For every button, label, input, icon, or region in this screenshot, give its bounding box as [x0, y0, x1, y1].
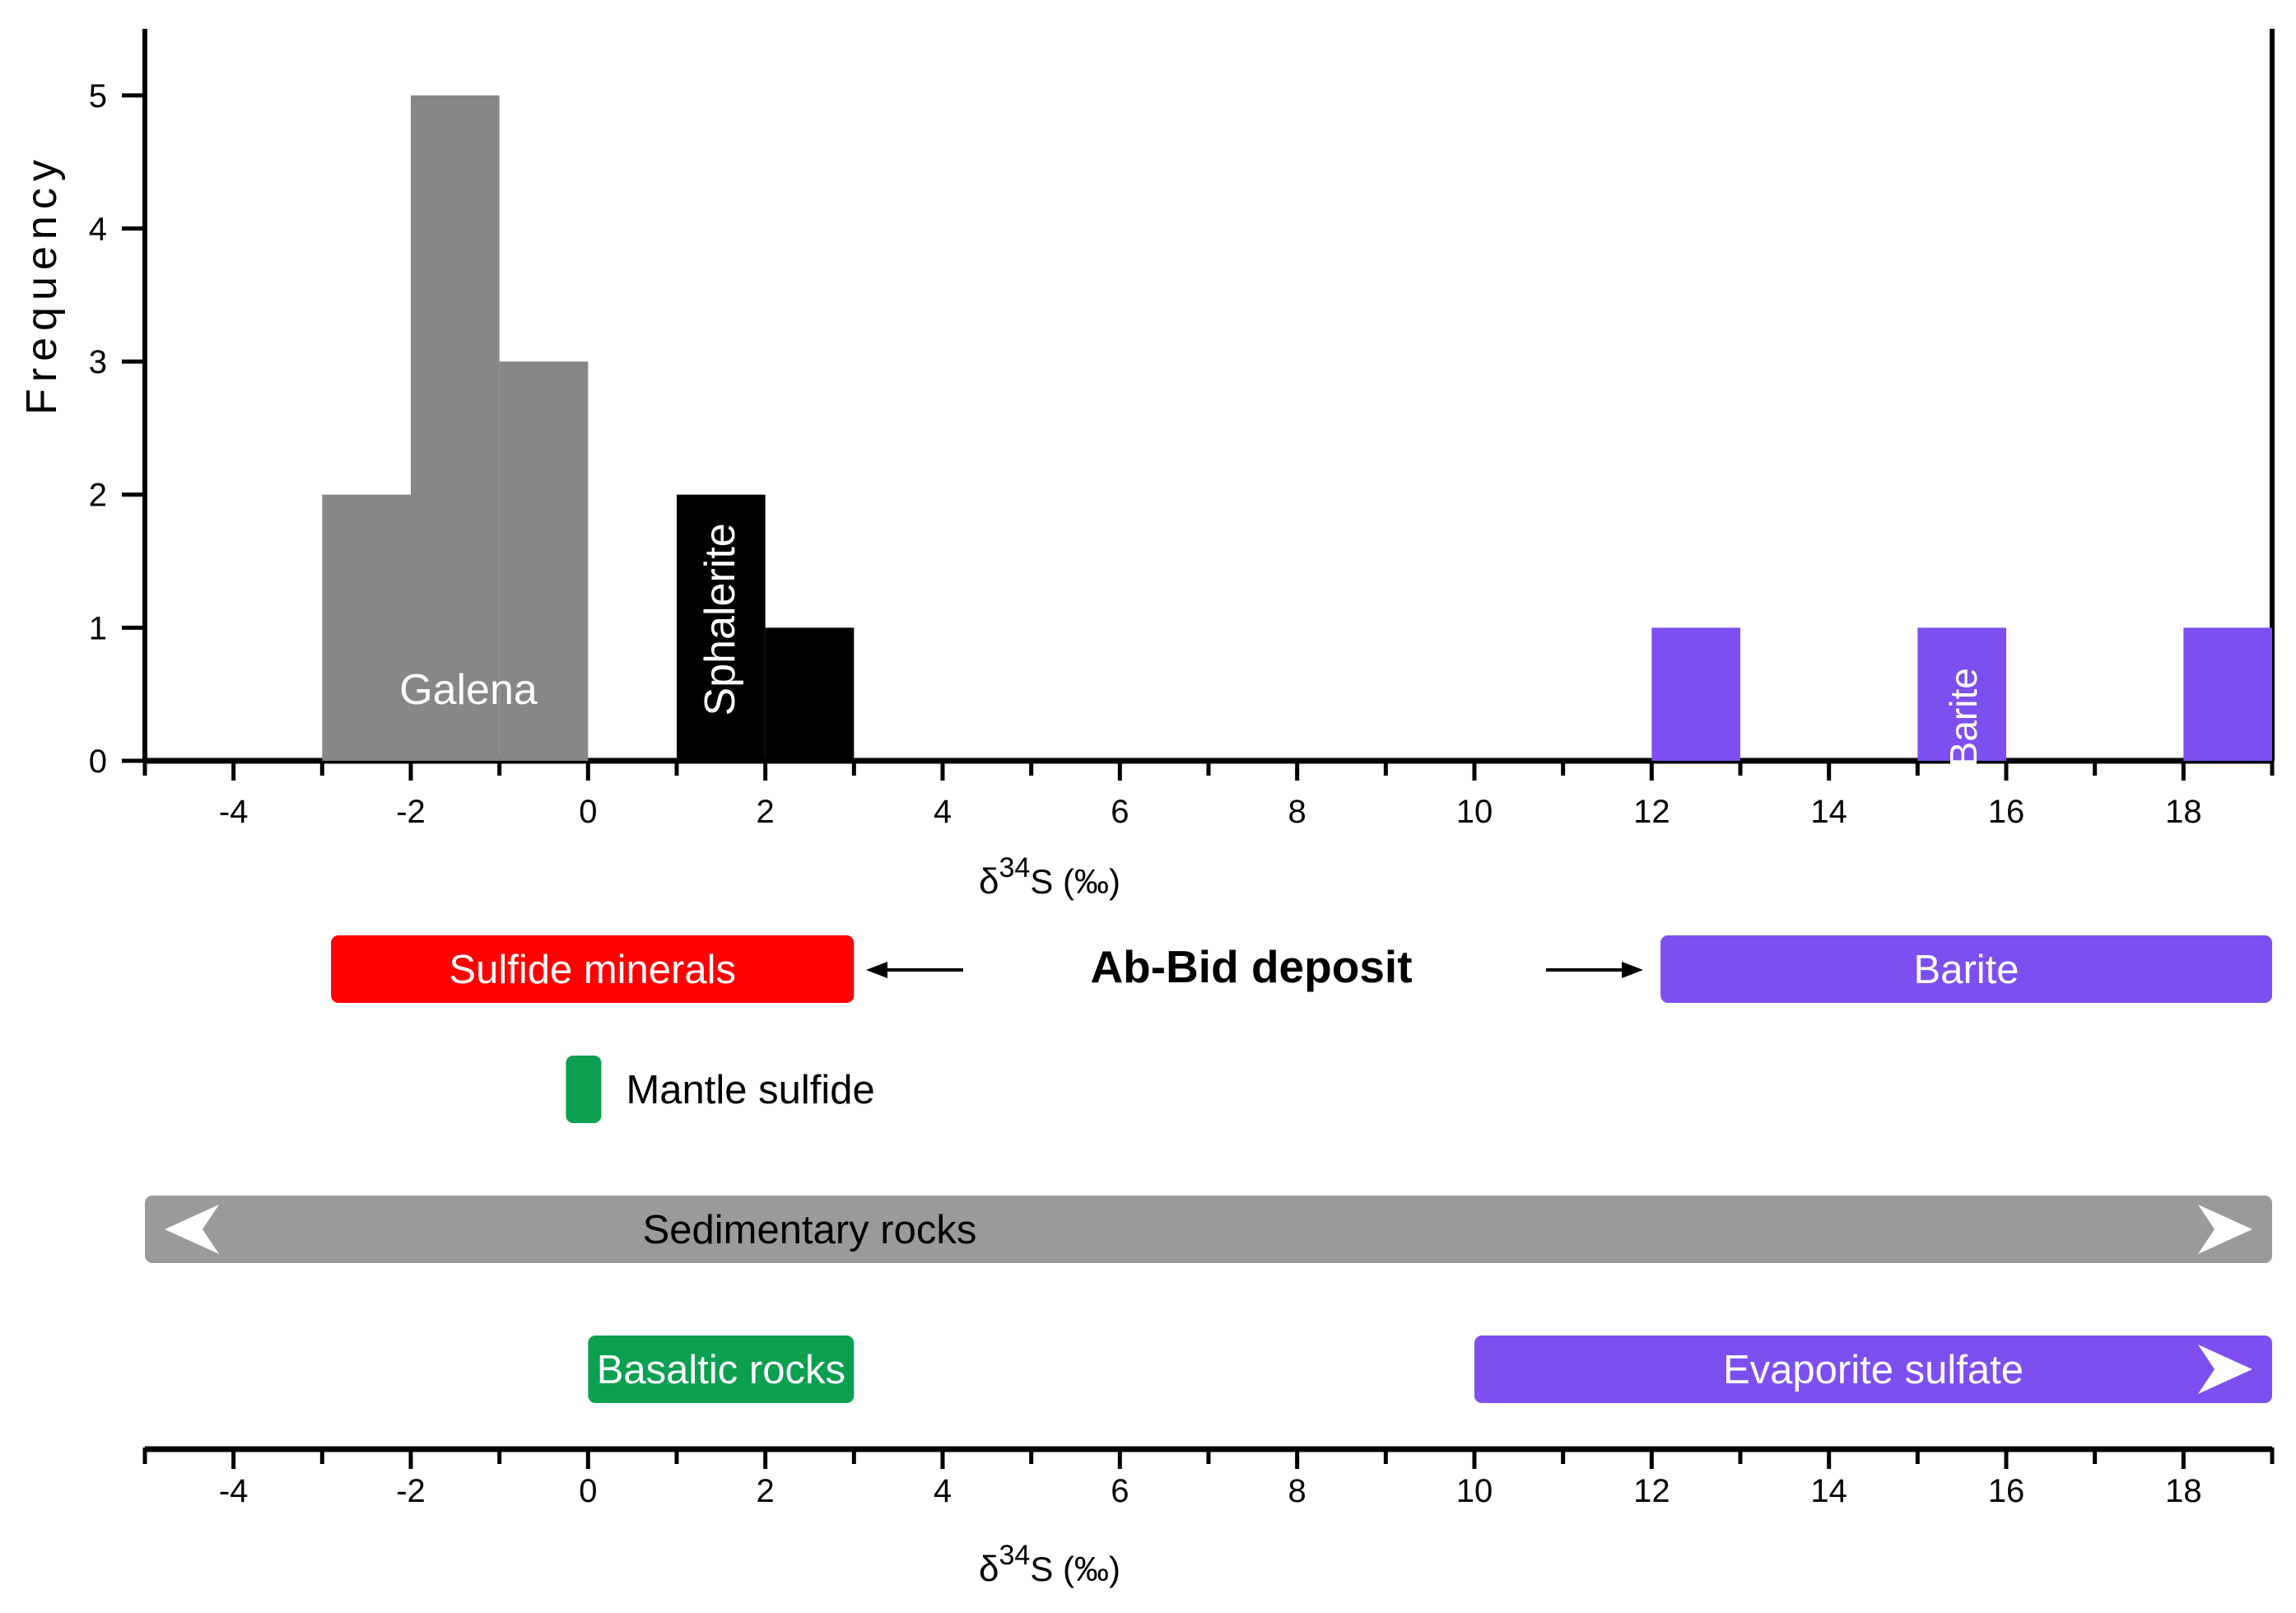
range-label-evaporite-sulfate: Evaporite sulfate: [1723, 1348, 2024, 1392]
x-top-tick-label: 4: [934, 794, 952, 830]
x-title-bottom-tail: S (‰): [1030, 1550, 1120, 1588]
bar-barite: [1651, 627, 1740, 761]
right-arrow: [1546, 962, 1643, 978]
x-top-tick-label: 18: [2165, 794, 2202, 830]
bar-label-barite: Barite: [1942, 668, 1985, 767]
x-top-tick-label: 6: [1111, 794, 1129, 830]
x-bottom-tick-label: 14: [1810, 1473, 1847, 1509]
range-bar-sedimentary-rocks: [145, 1196, 2272, 1263]
x-title-top-sup: 34: [999, 852, 1031, 883]
range-label-basaltic-rocks: Basaltic rocks: [597, 1348, 845, 1392]
x-top-tick-label: 8: [1288, 794, 1306, 830]
x-title-top-delta: δ: [979, 861, 999, 902]
range-arrow-right-evaporite-sulfate: [2198, 1345, 2252, 1394]
x-ticks-top: -4 -2 0 2 4 6 8 10 12 14 16 18: [142, 759, 2275, 830]
bar-galena: [499, 361, 589, 761]
range-label-mantle-sulfide: Mantle sulfide: [626, 1068, 874, 1112]
bar-galena: [411, 95, 500, 762]
x-bottom-tick-label: 6: [1111, 1473, 1129, 1509]
x-bottom-tick-label: 8: [1288, 1473, 1306, 1509]
y-tick-label: 5: [89, 78, 107, 114]
bar-label-sphalerite: Sphalerite: [696, 523, 744, 716]
x-axis-title-top: δ34S (‰): [979, 852, 1120, 902]
deposit-label: Ab-Bid deposit: [1090, 941, 1412, 992]
bar-sphalerite: [765, 627, 855, 761]
x-top-tick-label: -2: [396, 794, 426, 830]
bar-barite: [1917, 627, 2006, 761]
y-tick-label: 4: [89, 211, 107, 247]
y-tick-label: 0: [89, 744, 107, 780]
x-bottom-tick-label: -4: [219, 1473, 249, 1509]
x-top-tick-label: 14: [1810, 794, 1847, 830]
bar-barite: [2183, 627, 2272, 761]
y-tick-label: 1: [89, 610, 107, 646]
range-bar-mantle-sulfide: [566, 1056, 602, 1123]
range-label-barite: Barite: [1914, 948, 2019, 992]
x-ticks-bottom: -4 -2 0 2 4 6 8 10 12 14 16 18: [142, 1448, 2275, 1509]
reference-ranges: Sulfide minerals Barite Mantle sulfide Sedi…: [145, 935, 2272, 1403]
range-label-sedimentary-rocks: Sedimentary rocks: [643, 1208, 977, 1252]
range-bar-evaporite-sulfate: [1474, 1336, 2272, 1403]
x-top-tick-label: -4: [219, 794, 249, 830]
x-axis-title-bottom: δ34S (‰): [979, 1540, 1120, 1589]
x-title-bottom-delta: δ: [979, 1549, 999, 1589]
x-bottom-tick-label: 16: [1988, 1473, 2025, 1509]
y-tick-label: 2: [89, 478, 107, 514]
x-bottom-tick-label: 2: [757, 1473, 775, 1509]
y-axis-title: Frequency: [18, 153, 66, 415]
x-title-top-tail: S (‰): [1030, 862, 1120, 901]
histogram-bars: Galena Sphalerite Barite: [322, 95, 2272, 767]
range-arrow-right-sedimentary-rocks: [2198, 1205, 2252, 1254]
range-arrow-left-sedimentary-rocks: [165, 1205, 219, 1254]
bar-label-galena: Galena: [399, 666, 538, 714]
range-label-sulfide-minerals: Sulfide minerals: [449, 948, 736, 992]
y-tick-label: 3: [89, 344, 107, 380]
x-top-tick-label: 12: [1633, 794, 1670, 830]
x-bottom-tick-label: 4: [934, 1473, 952, 1509]
bar-galena: [322, 494, 411, 761]
bar-sphalerite: [677, 494, 766, 761]
x-top-tick-label: 0: [579, 794, 597, 830]
range-bar-barite: [1660, 935, 2272, 1003]
range-bar-sulfide-minerals: [331, 935, 855, 1003]
x-top-tick-label: 10: [1456, 794, 1493, 830]
x-top-tick-label: 16: [1988, 794, 2025, 830]
range-bar-basaltic-rocks: [588, 1336, 855, 1403]
x-top-tick-label: 2: [757, 794, 775, 830]
x-bottom-tick-label: 18: [2165, 1473, 2202, 1509]
x-bottom-tick-label: 10: [1456, 1473, 1493, 1509]
left-arrow: [866, 962, 963, 978]
x-bottom-tick-label: 0: [579, 1473, 597, 1509]
x-bottom-tick-label: 12: [1633, 1473, 1670, 1509]
x-title-bottom-sup: 34: [999, 1540, 1031, 1571]
y-ticks: 0 1 2 3 4 5: [89, 78, 145, 780]
x-bottom-tick-label: -2: [396, 1473, 426, 1509]
